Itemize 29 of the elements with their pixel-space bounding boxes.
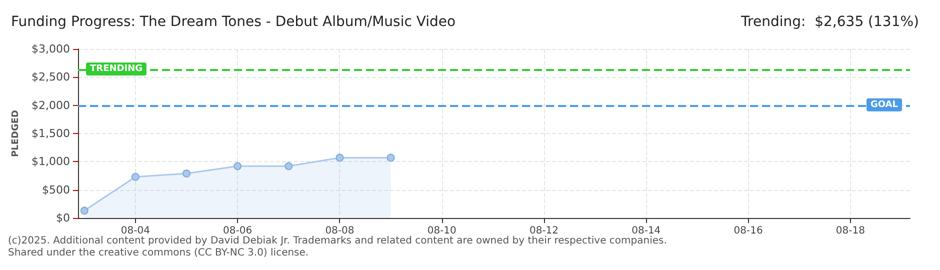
x-tick-label: 08-10 xyxy=(427,226,456,236)
x-tick-label: 08-18 xyxy=(836,226,865,236)
text: (c)2025. Additional content provided by David Debiak Jr. Trademarks and related content are owned by their respective companies. xyxy=(8,236,667,246)
y-tick-label: $1,000 xyxy=(32,155,70,168)
ref-line-label: GOAL xyxy=(870,100,898,110)
x-tick-label: 08-04 xyxy=(120,226,150,236)
x-tick-label: 08-12 xyxy=(529,226,559,236)
y-tick-label: $0 xyxy=(56,212,70,224)
point xyxy=(131,172,140,181)
point xyxy=(234,162,242,170)
chart-subtitle: Trending: $2,635 (131%) xyxy=(740,14,919,30)
x-tick-label: 08-08 xyxy=(325,226,354,236)
y-tick-label: $500 xyxy=(42,183,70,196)
ref-line-label: TRENDING xyxy=(90,64,142,74)
y-tick-label: $2,000 xyxy=(32,98,70,112)
y-axis-title: PLEDGED xyxy=(11,110,22,157)
x-tick-label: 08-06 xyxy=(223,226,252,236)
chart-title: Funding Progress: The Dream Tones - Debut Album/Music Video xyxy=(11,14,456,30)
y-tick-label: $3,000 xyxy=(32,42,70,56)
point xyxy=(284,162,293,170)
point xyxy=(182,170,191,178)
text: Shared under the creative commons (CC BY-NC 3.0) license. xyxy=(8,248,309,258)
point xyxy=(386,154,395,162)
x-tick-label: 08-14 xyxy=(632,226,661,236)
y-tick-label: $2,500 xyxy=(32,70,70,84)
point xyxy=(80,206,88,215)
x-tick-label: 08-16 xyxy=(734,226,763,236)
point xyxy=(336,154,344,162)
y-tick-label: $1,500 xyxy=(32,127,70,140)
